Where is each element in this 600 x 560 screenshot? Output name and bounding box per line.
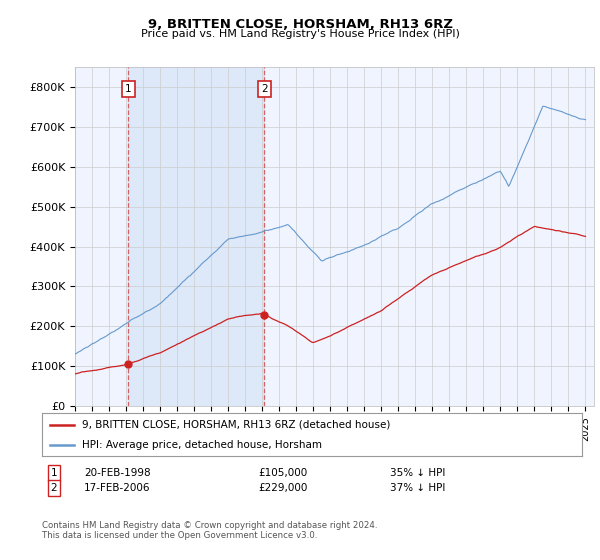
Text: £105,000: £105,000 xyxy=(258,468,307,478)
Text: 17-FEB-2006: 17-FEB-2006 xyxy=(84,483,151,493)
Text: 1: 1 xyxy=(125,84,131,94)
Text: HPI: Average price, detached house, Horsham: HPI: Average price, detached house, Hors… xyxy=(83,441,323,450)
Text: 9, BRITTEN CLOSE, HORSHAM, RH13 6RZ (detached house): 9, BRITTEN CLOSE, HORSHAM, RH13 6RZ (det… xyxy=(83,420,391,430)
Text: 35% ↓ HPI: 35% ↓ HPI xyxy=(390,468,445,478)
Text: 2: 2 xyxy=(50,483,58,493)
Text: 2: 2 xyxy=(261,84,268,94)
Text: 20-FEB-1998: 20-FEB-1998 xyxy=(84,468,151,478)
Text: £229,000: £229,000 xyxy=(258,483,307,493)
Text: 1: 1 xyxy=(50,468,58,478)
Bar xyxy=(128,67,265,406)
Text: Contains HM Land Registry data © Crown copyright and database right 2024.
This d: Contains HM Land Registry data © Crown c… xyxy=(42,521,377,540)
Text: 37% ↓ HPI: 37% ↓ HPI xyxy=(390,483,445,493)
Text: 9, BRITTEN CLOSE, HORSHAM, RH13 6RZ: 9, BRITTEN CLOSE, HORSHAM, RH13 6RZ xyxy=(148,18,452,31)
Text: Price paid vs. HM Land Registry's House Price Index (HPI): Price paid vs. HM Land Registry's House … xyxy=(140,29,460,39)
